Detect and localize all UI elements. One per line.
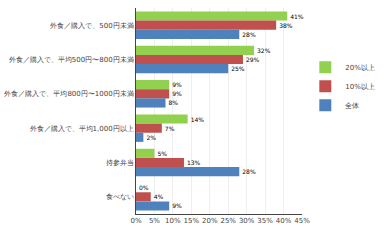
svg-text:35%: 35% (257, 217, 273, 225)
svg-text:28%: 28% (242, 31, 256, 38)
svg-text:30%: 30% (239, 217, 255, 225)
svg-text:5%: 5% (157, 150, 167, 157)
svg-text:20%以上: 20%以上 (345, 64, 375, 72)
svg-text:25%: 25% (231, 65, 245, 72)
svg-text:外食／購入で、平均1,000円以上: 外食／購入で、平均1,000円以上 (30, 125, 134, 133)
svg-text:7%: 7% (165, 125, 175, 132)
svg-text:14%: 14% (191, 116, 205, 123)
svg-text:38%: 38% (279, 22, 293, 29)
svg-text:8%: 8% (169, 99, 179, 106)
svg-text:15%: 15% (184, 217, 200, 225)
svg-text:食べない: 食べない (106, 193, 134, 201)
svg-text:9%: 9% (172, 81, 182, 88)
svg-text:10%以上: 10%以上 (345, 83, 375, 91)
svg-text:0%: 0% (139, 184, 149, 191)
svg-text:10%: 10% (165, 217, 181, 225)
svg-text:40%: 40% (276, 217, 292, 225)
svg-text:25%: 25% (220, 217, 236, 225)
svg-text:45%: 45% (294, 217, 310, 225)
svg-text:5%: 5% (149, 217, 160, 225)
svg-text:外食／購入で、平均500円〜800円未満: 外食／購入で、平均500円〜800円未満 (9, 56, 134, 64)
svg-text:9%: 9% (172, 90, 182, 97)
svg-text:13%: 13% (187, 159, 201, 166)
svg-text:28%: 28% (242, 168, 256, 175)
svg-text:41%: 41% (290, 13, 304, 20)
svg-text:20%: 20% (202, 217, 218, 225)
svg-text:外食／購入で、500円未満: 外食／購入で、500円未満 (50, 22, 133, 30)
svg-text:9%: 9% (172, 202, 182, 209)
svg-text:29%: 29% (246, 56, 260, 63)
svg-text:32%: 32% (257, 47, 271, 54)
svg-text:全体: 全体 (345, 102, 359, 110)
svg-text:外食／購入で、平均800円〜1000円未満: 外食／購入で、平均800円〜1000円未満 (4, 90, 133, 98)
svg-text:4%: 4% (154, 193, 164, 200)
svg-text:持参弁当: 持参弁当 (106, 159, 134, 167)
svg-text:2%: 2% (146, 134, 156, 141)
svg-text:0%: 0% (130, 217, 141, 225)
